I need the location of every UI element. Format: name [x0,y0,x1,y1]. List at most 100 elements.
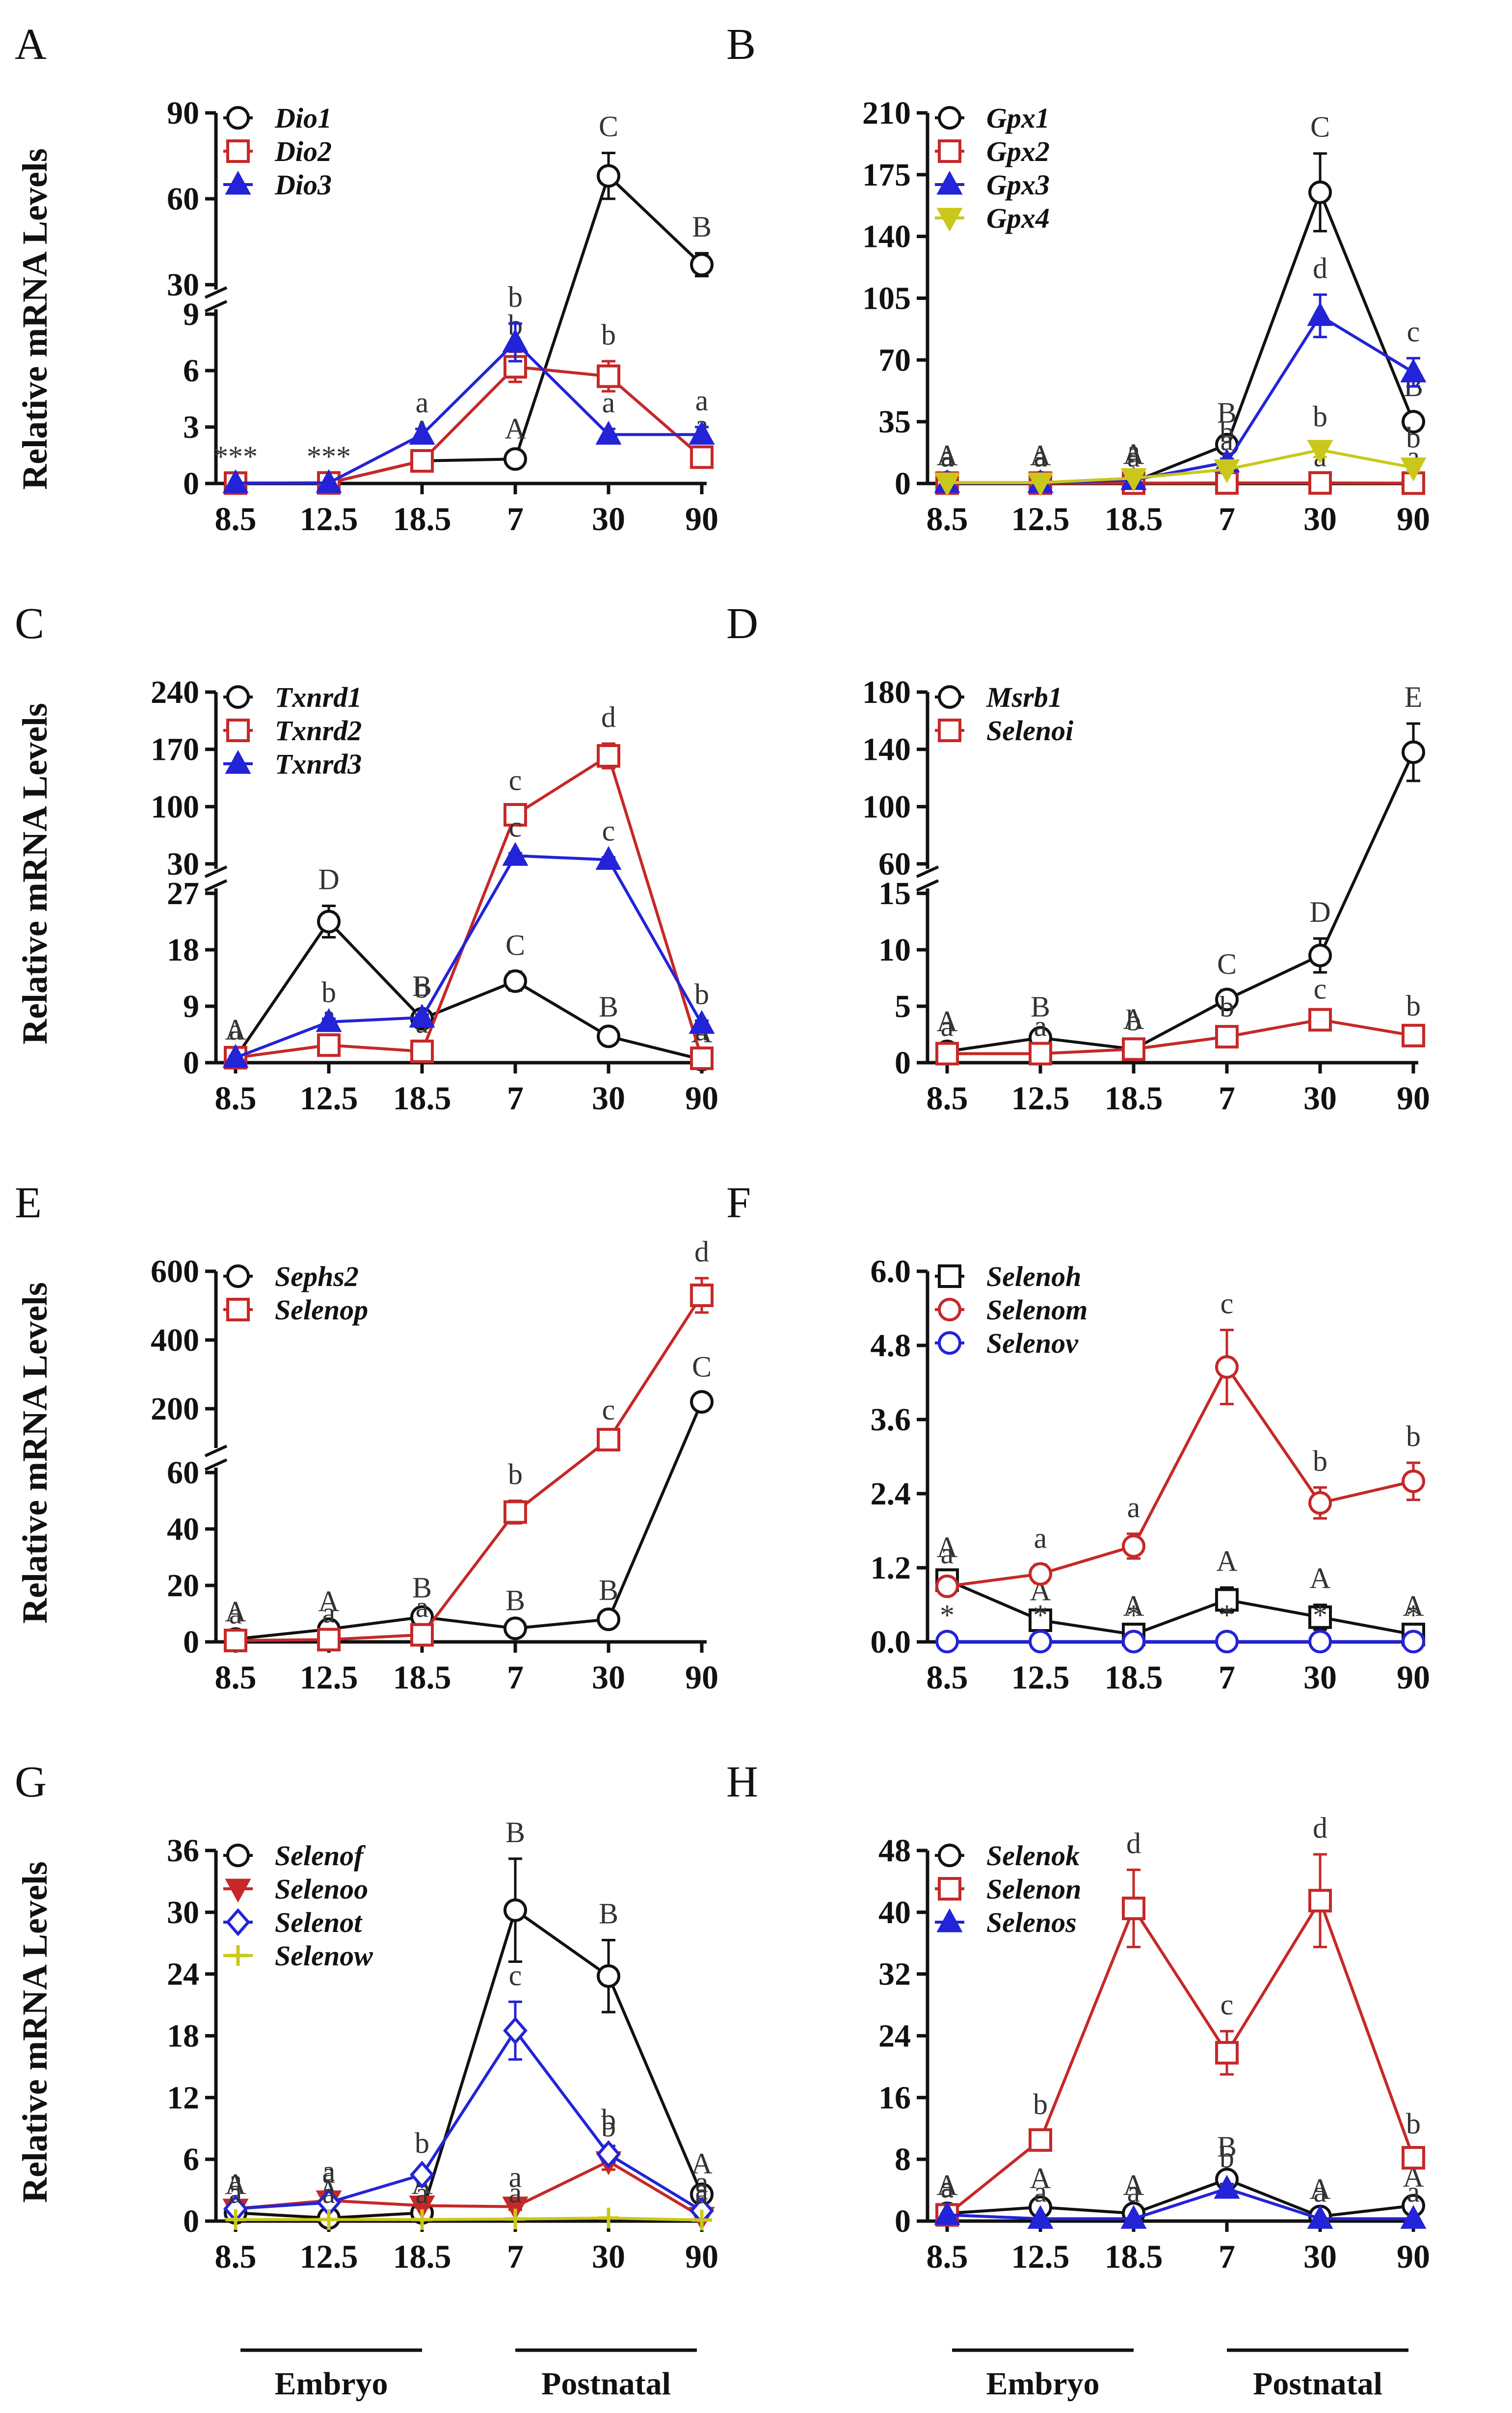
panel-F: F 0.0 1.2 2.4 3.6 4.8 6.0 8.5 12.5 18.5 7 30 90 Selen… [726,1179,1430,1696]
data-point [597,1608,620,1631]
data-label: c [509,1959,522,1991]
series-line [235,2159,703,2219]
data-point [595,846,622,870]
series-line [234,919,702,1061]
legend-marker [226,1264,250,1288]
x-tick-label: 18.5 [393,1659,451,1696]
y-tick-label: 18 [167,932,199,968]
x-tick-label: 12.5 [1011,500,1070,537]
data-label: c [1220,1988,1234,2021]
panel-G: G Relative mRNA Levels 0 6 12 18 24 30 36 8.5 12.5… [15,1758,718,2275]
data-label: b [1126,1004,1141,1037]
legend-entry: Txnrd2 [275,715,362,747]
legend-entry: Selenov [986,1327,1079,1359]
data-label: A [1309,1562,1330,1595]
data-label: A [1123,1003,1144,1036]
data-point [1400,2205,1427,2229]
x-tick-label: 30 [1303,500,1337,537]
data-label: a [941,440,954,472]
y-tick-label: 27 [167,876,199,912]
y-tick-label: 140 [862,732,911,768]
data-label: b [1033,2088,1048,2120]
data-point [502,328,529,352]
data-point [1307,2205,1333,2229]
data-label: b [415,972,429,1004]
y-tick-label: 15 [878,876,911,912]
data-point [1400,358,1427,382]
data-label: A [936,1005,957,1038]
data-point [1215,1588,1239,1612]
data-label: d [1313,1812,1327,1844]
legend-marker [226,139,250,163]
data-label: * [1126,1599,1141,1631]
data-label: A [504,413,526,445]
series-line [235,340,702,485]
data-point [410,1623,434,1647]
y-tick-label: 90 [167,95,199,131]
y-tick-label: 30 [167,1895,199,1930]
data-label: b [1313,400,1327,432]
panel-letter-C: C [15,599,44,648]
data-label: a [941,440,954,473]
y-tick-label: 10 [878,932,911,968]
y-tick-label: 8 [895,2142,911,2177]
x-tick-label: 12.5 [1011,1659,1070,1696]
x-tick-label: 7 [507,2238,524,2275]
legend-entry: Msrb1 [986,681,1062,713]
data-point [1402,410,1425,434]
data-label: a [229,2164,242,2197]
data-point [222,469,249,493]
data-point [1120,2205,1147,2229]
legend-marker [938,1877,961,1901]
data-label: E [1405,681,1423,713]
data-point [1307,440,1333,464]
data-label: b [1406,990,1421,1022]
panel-letter-H: H [726,1758,758,1806]
y-tick-label: 400 [151,1322,199,1358]
data-label: a [1034,440,1047,472]
panel-letter-G: G [15,1758,47,1806]
data-label: c [509,810,522,843]
y-tick-label: 600 [151,1254,199,1289]
y-tick-label: 240 [151,674,199,710]
data-point [690,253,714,277]
y-tick-label: 105 [862,281,911,317]
postnatal-label-right: Postnatal [1253,2366,1382,2402]
data-point [409,421,435,445]
data-label: d [694,1235,709,1268]
group-bars: Embryo Postnatal Embryo Postnatal [240,2348,1408,2402]
data-point [504,803,527,827]
data-point [503,2016,528,2045]
data-label: a [695,2166,709,2199]
axis-break-mark [204,286,228,313]
x-tick-label: 30 [592,2238,625,2275]
data-label: B [505,1816,525,1849]
data-point [597,1024,620,1048]
legend-entry: Txnrd3 [275,748,362,780]
data-point [410,1040,434,1063]
data-point [504,1500,527,1524]
data-point [1307,302,1333,326]
y-tick-label: 0 [895,466,911,502]
y-tick-label: 70 [878,342,911,378]
data-point [597,1964,620,1988]
data-point [1122,1630,1145,1654]
legend-entry: Gpx2 [986,135,1050,167]
legend-marker [228,1945,248,1966]
data-label: a [602,386,615,419]
data-label: c [509,764,522,796]
data-label: a [1314,2175,1327,2208]
data-label: C [1217,948,1237,980]
y-axis-label: Relative mRNA Levels [15,148,54,490]
data-point [1308,1889,1332,1913]
y-tick-label: 0 [183,466,199,502]
data-label: C [1310,111,1330,143]
x-tick-label: 90 [1397,1659,1430,1696]
legend-entry: Gpx3 [986,169,1050,201]
y-tick-label: 3.6 [871,1402,911,1438]
data-label: a [1034,440,1047,473]
legend-entry: Selenos [986,1906,1077,1938]
